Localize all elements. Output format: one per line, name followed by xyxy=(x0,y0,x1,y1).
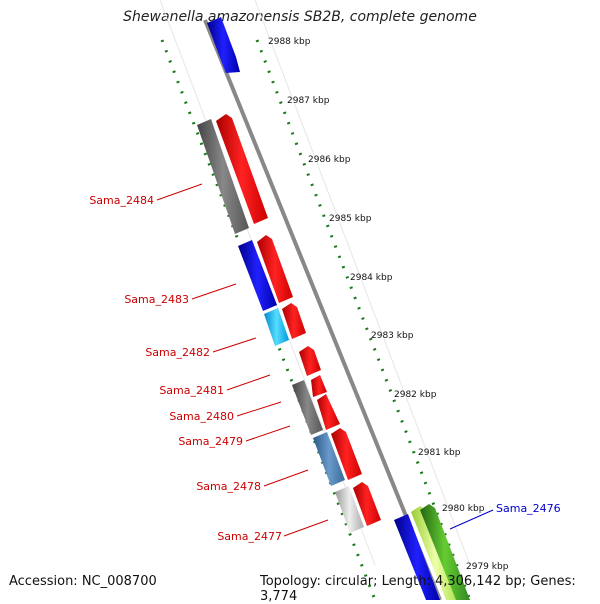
kbp-tick-label: 2980 kbp xyxy=(442,504,485,514)
gene-arrow-blue-top[interactable] xyxy=(207,17,240,73)
kbp-tick-label: 2981 kbp xyxy=(418,448,461,458)
kbp-tick-label: 2984 kbp xyxy=(350,273,393,283)
kbp-tick-label: 2988 kbp xyxy=(268,37,311,47)
guide-line-right xyxy=(254,0,471,566)
gene-block-gray-2480[interactable] xyxy=(292,380,323,435)
genome-backbone xyxy=(203,19,442,600)
gene-label-2476[interactable]: Sama_2476 xyxy=(496,502,561,515)
gene-block-blue-2476[interactable] xyxy=(394,514,440,600)
accession-text: Accession: NC_008700 xyxy=(9,574,157,589)
gene-block-gray-2484[interactable] xyxy=(197,119,249,234)
leader-lines xyxy=(156,183,494,537)
gene-label-2481[interactable]: Sama_2481 xyxy=(159,384,224,397)
gene-label-2477[interactable]: Sama_2477 xyxy=(217,530,282,543)
gene-label-2479[interactable]: Sama_2479 xyxy=(178,435,243,448)
leader-line-2477 xyxy=(283,519,329,537)
gene-arrow-red-small-a[interactable] xyxy=(311,375,327,397)
inner-scale-line xyxy=(255,39,472,600)
gene-arrow-red-2484[interactable] xyxy=(216,114,268,224)
kbp-tick-label: 2987 kbp xyxy=(287,96,330,106)
kbp-tick-label: 2986 kbp xyxy=(308,155,351,165)
kbp-tick-label: 2982 kbp xyxy=(394,390,437,400)
gene-block-blue-2483[interactable] xyxy=(238,240,277,311)
leader-line-2482 xyxy=(212,337,257,353)
leader-line-2484 xyxy=(156,183,203,201)
gene-arrow-red-2483[interactable] xyxy=(257,235,293,303)
kbp-tick-label: 2979 kbp xyxy=(466,562,509,572)
kbp-tick-label: 2985 kbp xyxy=(329,214,372,224)
leader-line-2478 xyxy=(263,469,309,487)
gene-label-2482[interactable]: Sama_2482 xyxy=(145,346,210,359)
gene-arrow-red-2478[interactable] xyxy=(331,428,362,480)
gene-arrow-red-2482[interactable] xyxy=(282,303,306,339)
gene-label-2480[interactable]: Sama_2480 xyxy=(169,410,234,423)
gene-label-2483[interactable]: Sama_2483 xyxy=(124,293,189,306)
gene-block-lightgray-2477[interactable] xyxy=(335,486,364,533)
leader-line-2480 xyxy=(236,401,282,417)
leader-line-2483 xyxy=(191,283,237,300)
leader-line-2476 xyxy=(449,509,494,530)
outer-scale-line xyxy=(160,39,377,600)
kbp-labels: 2988 kbp 2987 kbp 2986 kbp 2985 kbp 2984… xyxy=(268,37,509,572)
leader-line-2481 xyxy=(226,374,271,391)
kbp-tick-label: 2983 kbp xyxy=(371,331,414,341)
gene-arrow-green-2476[interactable] xyxy=(420,504,470,600)
leader-line-2479 xyxy=(245,425,291,442)
gene-arrow-red-2481[interactable] xyxy=(299,346,321,376)
gene-labels: Sama_2484 Sama_2483 Sama_2482 Sama_2481 … xyxy=(89,194,560,543)
gene-block-cyan-2482[interactable] xyxy=(264,308,289,346)
map-title: Shewanella amazonensis SB2B, complete ge… xyxy=(123,9,477,25)
gene-arrow-red-small-b[interactable] xyxy=(317,394,340,430)
gene-label-2484[interactable]: Sama_2484 xyxy=(89,194,154,207)
gene-block-steel-2479[interactable] xyxy=(313,432,345,486)
gene-arrow-red-2477[interactable] xyxy=(353,482,381,526)
gene-label-2478[interactable]: Sama_2478 xyxy=(196,480,261,493)
